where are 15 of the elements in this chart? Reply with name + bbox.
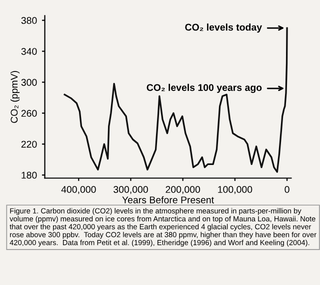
annotation: CO₂ levels 100 years ago xyxy=(146,84,262,93)
x-tick-label: 400,000 xyxy=(61,186,96,194)
x-tick-label: 200,000 xyxy=(166,186,200,194)
y-tick-label: 380 xyxy=(21,17,37,24)
x-tick-label: 0 xyxy=(284,186,290,193)
x-tick-label: 100,000 xyxy=(218,186,252,194)
y-tick-label: 220 xyxy=(21,140,37,148)
y-axis-title: CO₂ (ppmV) xyxy=(10,71,20,123)
annotation: CO₂ levels today xyxy=(185,24,262,33)
x-tick-label: 300,000 xyxy=(114,186,148,194)
y-tick-label: 300 xyxy=(21,78,37,86)
y-tick-label: 340 xyxy=(21,48,37,55)
x-axis-title: Years Before Present xyxy=(122,196,214,204)
y-tick-label: 180 xyxy=(22,172,37,179)
y-tick-label: 260 xyxy=(21,110,37,117)
